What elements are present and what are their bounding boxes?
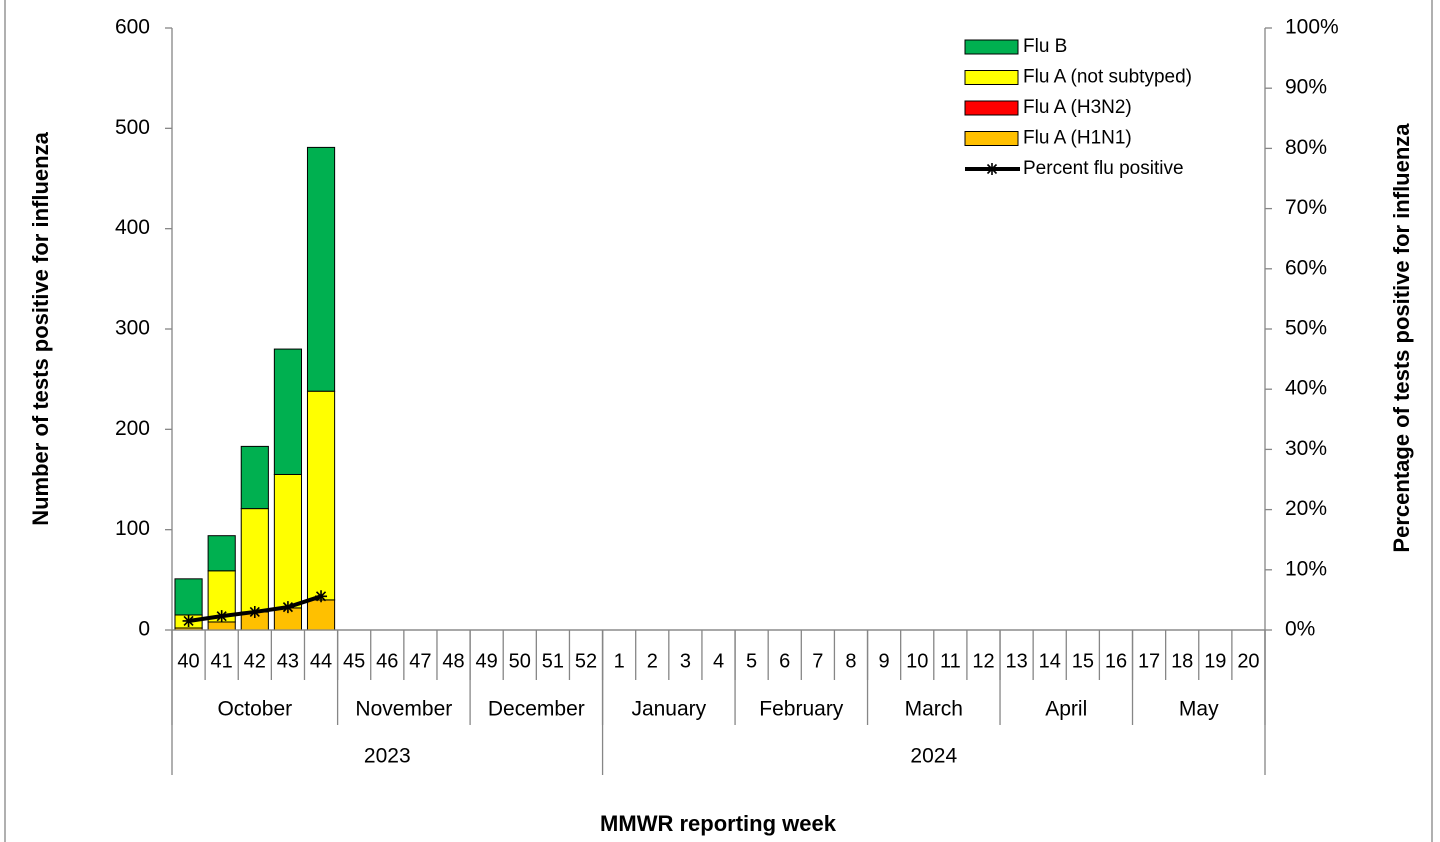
y2-tick-label: 70% [1285,196,1327,219]
x-tick-label: 1 [614,650,625,672]
line-marker [215,610,228,623]
x-tick-label: 11 [940,650,961,672]
y2-tick-label: 80% [1285,136,1327,159]
x-tick-label: 40 [177,650,199,672]
x-tick-label: 46 [376,650,398,672]
x-tick-label: 44 [310,650,332,672]
legend-label: Flu A (H3N2) [1023,97,1132,118]
x-tick-label: 15 [1072,650,1094,672]
line-marker [986,163,998,175]
legend-swatch [964,131,1019,146]
month-groups-label: November [355,698,452,721]
y2-tick-label: 90% [1285,76,1327,99]
bar-segment [174,578,203,616]
bar-segment [306,390,336,601]
y2-tick-label: 30% [1285,437,1327,460]
x-tick-label: 2 [647,650,658,672]
y-tick-label: 0 [138,618,150,641]
x-tick-label: 45 [343,650,365,672]
line-marker [182,614,195,627]
x-tick-label: 42 [244,650,266,672]
month-groups-label: December [488,698,585,721]
y2-tick-label: 100% [1285,16,1339,39]
x-tick-label: 43 [277,650,299,672]
x-tick-label: 12 [972,650,994,672]
line-marker [281,601,294,614]
x-tick-label: 19 [1204,650,1226,672]
legend-label: Flu A (not subtyped) [1023,67,1192,88]
legend-swatch [964,39,1019,55]
x-tick-label: 18 [1171,650,1193,672]
y-tick-label: 500 [115,116,150,139]
y-tick-label: 600 [115,16,150,39]
x-tick-label: 7 [812,650,823,672]
x-tick-label: 41 [211,650,233,672]
x-tick-label: 9 [879,650,890,672]
month-groups-label: March [905,698,963,721]
bar-segment [306,146,336,392]
x-tick-label: 17 [1138,650,1160,672]
x-tick-label: 10 [906,650,928,672]
x-tick-label: 14 [1039,650,1061,672]
y-title: Number of tests positive for influenza [28,131,53,525]
chart-frame [4,0,1433,842]
x-tick-label: 13 [1005,650,1027,672]
y2-tick-label: 10% [1285,557,1327,580]
y-tick-label: 400 [115,216,150,239]
legend-label: Flu B [1023,36,1067,57]
x-tick-label: 51 [542,650,564,672]
month-groups-label: February [759,698,844,721]
x-tick-label: 16 [1105,650,1127,672]
month-groups-label: January [631,698,706,721]
legend-label: Flu A (H1N1) [1023,128,1132,149]
x-tick-label: 50 [509,650,531,672]
y2-tick-label: 20% [1285,497,1327,520]
month-groups-label: May [1179,698,1219,721]
y2-tick-label: 0% [1285,618,1315,641]
year-groups-label: 2023 [364,745,411,768]
x-title: MMWR reporting week [600,811,837,836]
bar-segment [273,348,303,475]
x-tick-label: 52 [575,650,597,672]
x-tick-label: 5 [746,650,757,672]
month-groups-label: October [217,698,292,721]
legend-swatch [964,100,1019,116]
y-tick-label: 100 [115,517,150,540]
bar-segment [207,535,236,572]
y2-tick-label: 40% [1285,377,1327,400]
month-groups-label: April [1045,698,1087,721]
x-tick-label: 4 [713,650,724,672]
bar-segment [207,621,236,631]
bar-segment [240,445,269,510]
x-tick-label: 48 [442,650,464,672]
legend-label: Percent flu positive [1023,158,1184,179]
y2-tick-label: 50% [1285,317,1327,340]
y2-tick-label: 60% [1285,256,1327,279]
bar-segment [273,473,303,609]
year-groups-label: 2024 [910,745,957,768]
line-marker [315,590,328,603]
bar-segment [240,508,269,613]
y2-title: Percentage of tests positive for influen… [1389,123,1414,553]
x-tick-label: 6 [779,650,790,672]
y-tick-label: 200 [115,417,150,440]
x-tick-label: 20 [1237,650,1259,672]
line-marker [248,605,261,618]
x-tick-label: 8 [845,650,856,672]
legend-swatch [964,70,1019,85]
y-tick-label: 300 [115,317,150,340]
x-tick-label: 49 [476,650,498,672]
bar-segment [306,599,336,631]
x-tick-label: 47 [409,650,431,672]
x-tick-label: 3 [680,650,691,672]
